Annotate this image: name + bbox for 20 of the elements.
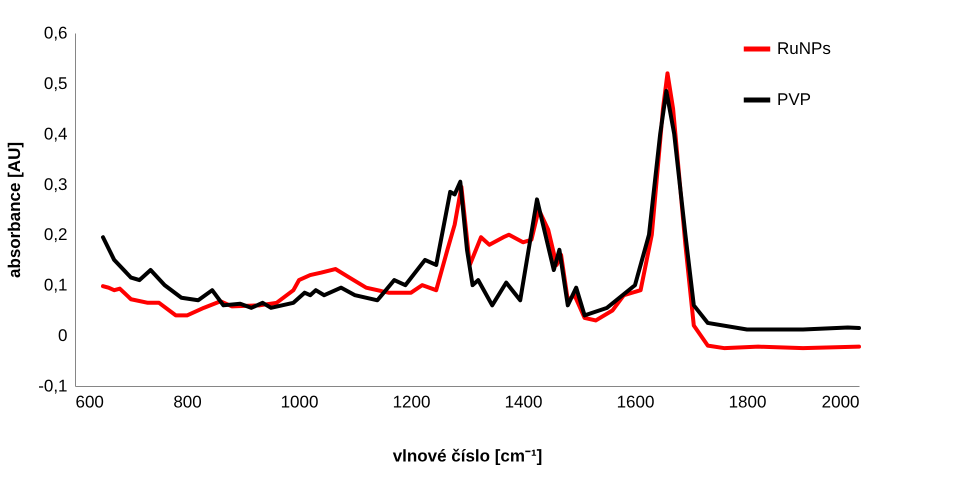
y-tick-label: 0,1 — [44, 276, 68, 295]
x-tick-label: 1800 — [728, 392, 766, 412]
y-axis-title: absorbance [AU] — [5, 142, 24, 278]
y-tick-label: 0 — [58, 326, 68, 346]
x-tick-label: 2000 — [822, 392, 860, 412]
x-tick-label: 1400 — [504, 392, 542, 412]
x-tick-label: 1600 — [616, 392, 654, 412]
y-tick-label: 0,4 — [44, 124, 68, 144]
x-tick-label: 1000 — [280, 392, 318, 412]
x-axis-title: vlnové číslo [cm⁻¹] — [392, 446, 542, 466]
x-tick-label: 1200 — [392, 392, 430, 412]
x-tick-label: 800 — [173, 392, 202, 412]
y-tick-label: 0,5 — [44, 74, 68, 93]
y-tick-label: 0,3 — [44, 174, 68, 194]
y-tick-label: 0,6 — [44, 24, 68, 42]
legend-label: PVP — [777, 90, 812, 109]
legend-label: RuNPs — [777, 39, 831, 58]
y-tick-label: 0,2 — [44, 225, 68, 244]
x-tick-label: 600 — [76, 392, 104, 412]
y-tick-label: -0,1 — [38, 376, 68, 396]
